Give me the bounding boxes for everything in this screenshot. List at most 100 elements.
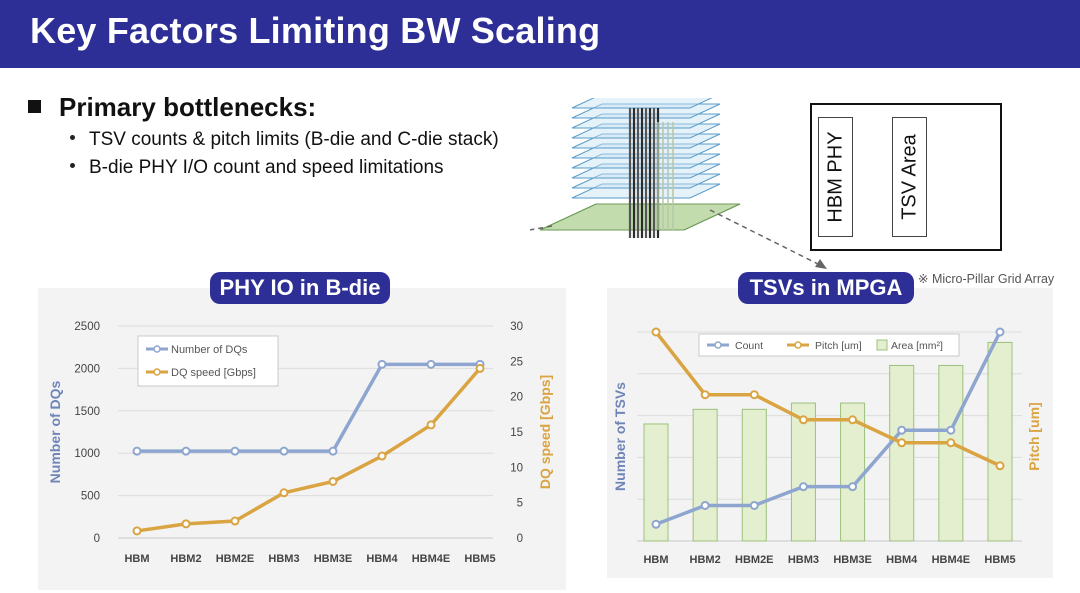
slide-title: Key Factors Limiting BW Scaling — [30, 10, 601, 51]
mpga-note: ※ Micro-Pillar Grid Array — [918, 272, 1055, 286]
legend-label-area: Area [mm²] — [891, 340, 943, 352]
x-tick-label: HBM4 — [366, 553, 398, 565]
right-tick-label: 15 — [510, 427, 523, 439]
bar-area — [889, 364, 915, 542]
data-point-count — [749, 500, 759, 510]
bar-area — [840, 402, 866, 542]
data-point-count — [897, 425, 907, 435]
x-tick-label: HBM3E — [314, 553, 353, 565]
hbm-phy-label: HBM PHY — [824, 131, 846, 223]
data-point-dqs — [132, 446, 142, 456]
left-chart-panel — [38, 288, 566, 590]
sub-bullet-text: TSV counts & pitch limits (B-die and C-d… — [89, 129, 499, 150]
x-tick-label: HBM — [124, 553, 149, 565]
data-point-count — [995, 327, 1005, 337]
data-point-count — [798, 482, 808, 492]
x-tick-label: HBM4E — [932, 554, 971, 566]
data-point-dqs — [328, 446, 338, 456]
arrowhead-right — [815, 259, 827, 269]
data-point-dq-speed — [328, 476, 338, 486]
right-panel-title: TSVs in MPGA — [738, 272, 914, 304]
data-point-dqs — [426, 359, 436, 369]
legend-swatch-area — [876, 339, 888, 351]
data-point-count — [946, 425, 956, 435]
x-tick-label: HBM5 — [984, 554, 1015, 566]
data-point-pitch — [946, 438, 956, 448]
left-tick-label: 2500 — [74, 321, 100, 333]
phy-io-chart: 0 500 1000 1500 2000 2500 0 5 10 15 20 25 30 HBM HBM2 H… — [47, 321, 553, 565]
primary-bullet-text: Primary bottlenecks: — [59, 92, 317, 122]
legend-label-pitch: Pitch [um] — [815, 340, 862, 352]
tsv-area-label: TSV Area — [898, 134, 920, 220]
data-point-dq-speed — [377, 451, 387, 461]
data-point-count — [651, 519, 661, 529]
right-tick-label: 0 — [517, 533, 523, 545]
legend-marker-dqs — [153, 345, 161, 353]
right-tick-label: 5 — [517, 498, 523, 510]
legend-marker-count — [714, 341, 722, 349]
sub-bullet-1: TSV counts & pitch limits (B-die and C-d… — [70, 129, 499, 151]
data-point-dq-speed — [230, 516, 240, 526]
tsv-area-block: TSV Area — [892, 117, 927, 237]
right-tick-label: 30 — [510, 321, 523, 333]
x-tick-label: HBM2E — [216, 553, 255, 565]
left-tick-label: 1500 — [74, 406, 100, 418]
x-tick-label: HBM5 — [464, 553, 495, 565]
legend-box — [137, 335, 279, 387]
x-tick-label: HBM4E — [412, 553, 451, 565]
legend-box — [698, 333, 960, 357]
data-point-dqs — [279, 446, 289, 456]
x-tick-label: HBM — [643, 554, 668, 566]
right-tick-label: 20 — [510, 392, 523, 404]
series-line-pitch — [654, 330, 1001, 468]
left-tick-label: 1000 — [74, 448, 100, 460]
square-bullet-icon — [28, 99, 41, 113]
data-point-pitch — [897, 438, 907, 448]
legend-marker-dq-speed — [153, 368, 161, 376]
right-tick-label: 10 — [510, 462, 523, 474]
sub-bullet-2: B-die PHY I/O count and speed limitation… — [70, 157, 444, 179]
dot-bullet-icon — [70, 135, 75, 141]
legend-label-count: Count — [735, 340, 763, 352]
dot-bullet-icon — [70, 163, 75, 169]
left-axis-title: Number of TSVs — [612, 382, 628, 491]
x-tick-label: HBM3 — [268, 553, 299, 565]
bar-area — [741, 408, 767, 542]
series-line-dq-speed — [136, 367, 482, 533]
base-die-outline — [539, 203, 741, 231]
data-point-pitch — [798, 415, 808, 425]
x-tick-label: HBM2E — [735, 554, 774, 566]
right-axis-title: DQ speed [Gbps] — [537, 375, 553, 489]
series-line-count — [655, 331, 1002, 526]
data-point-count — [700, 500, 710, 510]
x-tick-label: HBM3E — [833, 554, 872, 566]
hbm-phy-block: HBM PHY — [818, 117, 853, 237]
die-stack-illustration — [530, 98, 827, 269]
data-point-dq-speed — [426, 420, 436, 430]
data-point-pitch — [848, 415, 858, 425]
data-point-pitch — [995, 461, 1005, 471]
series-line-dqs — [137, 362, 480, 453]
data-point-dqs — [181, 446, 191, 456]
left-tick-label: 0 — [94, 533, 100, 545]
data-point-pitch — [700, 390, 710, 400]
data-point-dq-speed — [475, 363, 485, 373]
data-point-pitch — [651, 327, 661, 337]
bar-area — [987, 341, 1013, 542]
legend-label-dqs: Number of DQs — [171, 344, 248, 356]
bar-area — [692, 408, 718, 542]
bar-area — [938, 364, 964, 542]
data-point-dq-speed — [279, 488, 289, 498]
x-tick-label: HBM3 — [788, 554, 819, 566]
base-die-layer — [539, 203, 741, 231]
data-point-dq-speed — [132, 526, 142, 536]
left-tick-label: 500 — [81, 491, 100, 503]
data-point-count — [848, 482, 858, 492]
x-tick-label: HBM2 — [690, 554, 721, 566]
data-point-dqs — [377, 359, 387, 369]
title-banner: Key Factors Limiting BW Scaling — [0, 0, 1080, 68]
left-axis-title: Number of DQs — [47, 380, 63, 483]
tsv-chart: HBM HBM2 HBM2E HBM3 HBM3E HBM4 HBM4E HBM5 Number… — [612, 327, 1042, 566]
right-tick-label: 25 — [510, 356, 523, 368]
sub-bullet-text: B-die PHY I/O count and speed limitation… — [89, 157, 444, 178]
